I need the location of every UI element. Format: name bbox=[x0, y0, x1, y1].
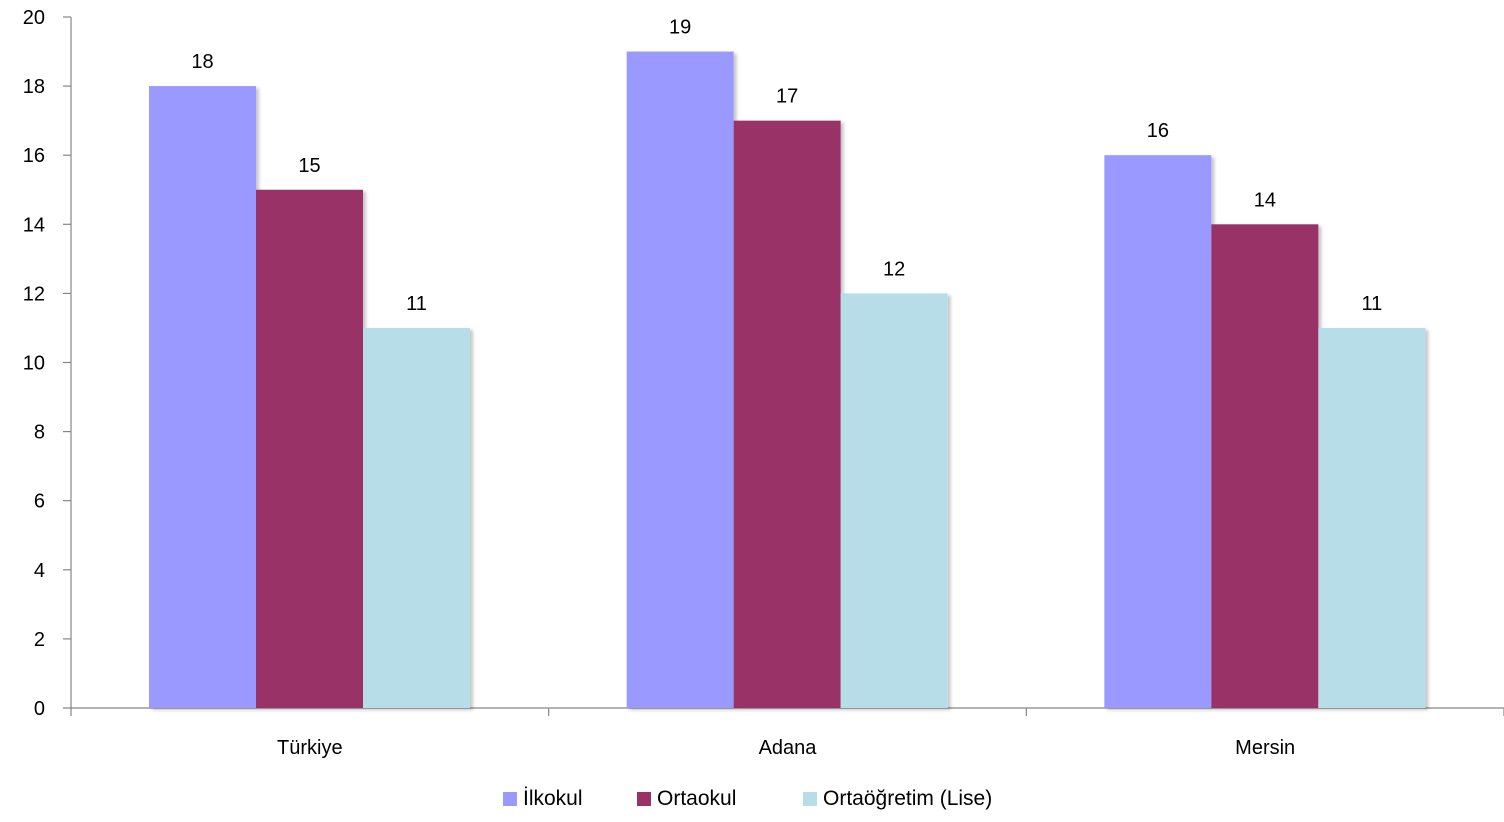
data-label: 15 bbox=[298, 155, 320, 177]
data-label: 11 bbox=[406, 293, 427, 315]
legend-label: Ortaokul bbox=[657, 787, 736, 810]
y-tick-label: 2 bbox=[34, 629, 45, 651]
bar-2-0 bbox=[1104, 155, 1212, 708]
data-label: 17 bbox=[776, 86, 798, 108]
data-label: 18 bbox=[191, 51, 213, 73]
bar-1-1 bbox=[733, 120, 841, 708]
bar-0-0 bbox=[149, 86, 256, 709]
y-tick-label: 12 bbox=[23, 283, 45, 305]
bar-0-2 bbox=[363, 327, 470, 708]
y-tick-label: 6 bbox=[34, 491, 45, 513]
y-tick-label: 8 bbox=[34, 422, 45, 444]
legend-swatch bbox=[503, 792, 517, 806]
data-labels: 18 15 11 19 17 12 16 14 11 bbox=[191, 17, 1382, 315]
y-tick-label: 4 bbox=[34, 560, 45, 582]
bars bbox=[149, 51, 1426, 709]
y-tick-label: 14 bbox=[23, 214, 45, 236]
data-label: 14 bbox=[1254, 189, 1276, 211]
legend-swatch bbox=[803, 792, 817, 806]
data-label: 16 bbox=[1147, 120, 1169, 142]
y-tick-label: 20 bbox=[23, 7, 45, 29]
data-label: 11 bbox=[1361, 293, 1382, 315]
x-category-label: Adana bbox=[759, 737, 818, 759]
bar-1-2 bbox=[840, 293, 948, 708]
legend-label: Ortaöğretim (Lise) bbox=[823, 787, 992, 810]
x-axis: Türkiye Adana Mersin bbox=[70, 707, 1504, 759]
y-axis: 0 2 4 6 8 10 12 14 16 18 20 bbox=[23, 7, 72, 720]
y-tick-label: 10 bbox=[23, 353, 45, 375]
legend: İlkokul Ortaokul Ortaöğretim (Lise) bbox=[503, 787, 992, 810]
bar-2-2 bbox=[1318, 327, 1426, 708]
y-tick-label: 0 bbox=[34, 698, 45, 720]
x-category-label: Mersin bbox=[1235, 737, 1295, 759]
bar-1-0 bbox=[626, 51, 734, 709]
y-tick-label: 16 bbox=[23, 145, 45, 167]
legend-swatch bbox=[637, 792, 651, 806]
data-label: 19 bbox=[669, 17, 691, 39]
bar-2-1 bbox=[1211, 224, 1319, 709]
data-label: 12 bbox=[883, 258, 905, 280]
bar-0-1 bbox=[256, 189, 363, 708]
legend-label: İlkokul bbox=[523, 787, 583, 810]
y-tick-label: 18 bbox=[23, 76, 45, 98]
x-category-label: Türkiye bbox=[277, 737, 343, 759]
